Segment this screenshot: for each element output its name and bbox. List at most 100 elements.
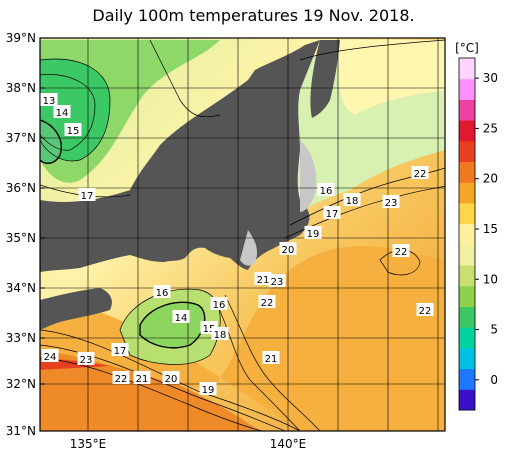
- colorbar-swatch: [459, 285, 475, 307]
- contour-label: 16: [320, 186, 333, 197]
- lat-label: 39°N: [6, 31, 36, 45]
- kuroshio-core: [40, 350, 260, 431]
- contour-label: 14: [56, 108, 69, 119]
- contour-label-bg: [392, 244, 410, 257]
- contour-label-bg: [78, 188, 96, 201]
- contour-label-bg: [258, 295, 276, 308]
- colorbar-swatch: [459, 58, 475, 80]
- contour-label: 18: [346, 196, 359, 207]
- colorbar-tick-label: 0: [490, 373, 498, 387]
- contour-label: 21: [257, 275, 270, 286]
- colorbar-tick-label: 30: [483, 71, 498, 85]
- lon-label: 140°E: [270, 437, 307, 451]
- colorbar-frame: [458, 57, 476, 411]
- colorbar-swatch: [459, 327, 475, 349]
- colorbar-swatch: [459, 202, 475, 225]
- contour-label: 19: [202, 385, 215, 396]
- grid-lines: [40, 38, 445, 431]
- map-title: Daily 100m temperatures 19 Nov. 2018.: [92, 6, 415, 25]
- contour-label-bg: [254, 272, 272, 285]
- colorbar-swatch: [459, 306, 475, 328]
- contour-label: 15: [67, 126, 80, 137]
- lat-label: 33°N: [6, 331, 36, 345]
- contour-label: 22: [395, 247, 408, 258]
- lat-label: 36°N: [6, 181, 36, 195]
- colorbar-swatch: [459, 140, 475, 163]
- contour-label: 20: [165, 374, 178, 385]
- colorbar-swatch: [459, 78, 475, 100]
- colorbar-unit: [°C]: [455, 41, 479, 55]
- contour-label: 23: [80, 355, 93, 366]
- contour-label: 16: [156, 288, 169, 299]
- contour-label: 24: [44, 352, 57, 363]
- contour-label-bg: [323, 206, 341, 219]
- lat-label: 31°N: [6, 424, 36, 438]
- lat-label: 32°N: [6, 377, 36, 391]
- contour-label-bg: [111, 343, 129, 356]
- colorbar-tick-label: 5: [490, 323, 498, 337]
- tohoku-land: [310, 40, 340, 118]
- colorbar-swatch: [459, 368, 475, 390]
- colorbar-tick-label: 15: [483, 222, 498, 236]
- contour-label-bg: [112, 371, 130, 384]
- colorbar-swatch: [459, 99, 475, 121]
- colorbar-swatch: [459, 347, 475, 370]
- contour-label: 22: [419, 306, 432, 317]
- contour-label: 21: [265, 354, 278, 365]
- lon-label: 135°E: [70, 437, 107, 451]
- colorbar-tick-label: 25: [483, 121, 498, 135]
- contour-label-bg: [343, 193, 361, 206]
- shelf-ne: [300, 140, 317, 212]
- lat-label: 37°N: [6, 131, 36, 145]
- warm-tongue-ne: [338, 40, 445, 115]
- colorbar-swatch: [459, 223, 475, 245]
- contour-label: 22: [261, 298, 274, 309]
- contour-label-bg: [77, 352, 95, 365]
- contour-label-bg: [211, 327, 229, 340]
- latitude-labels: 39°N 38°N 37°N 36°N 35°N 34°N 33°N 32°N 31°N: [6, 31, 45, 438]
- contour-label: 22: [115, 374, 128, 385]
- contour-label: 14: [175, 313, 188, 324]
- contour-label-bg: [40, 93, 58, 106]
- contour-label: 17: [326, 209, 339, 220]
- contour-label-bg: [53, 105, 71, 118]
- contour-label-bg: [262, 351, 280, 364]
- lat-label: 35°N: [6, 231, 36, 245]
- contour-label: 21: [136, 374, 149, 385]
- contour-label-bg: [172, 310, 190, 323]
- contour-label: 15: [203, 324, 216, 335]
- contour-label: 18: [214, 330, 227, 341]
- contour-label-bg: [268, 274, 286, 287]
- longitude-labels: 135°E 140°E: [70, 437, 307, 451]
- lat-label: 34°N: [6, 281, 36, 295]
- contour-label: 20: [282, 245, 295, 256]
- contour-label: 13: [43, 96, 56, 107]
- contour-label-bg: [382, 195, 400, 208]
- contour-label: 23: [271, 277, 284, 288]
- contour-label: 17: [114, 346, 127, 357]
- contour-label-bg: [64, 123, 82, 136]
- contour-label-bg: [199, 382, 217, 395]
- contour-label: 22: [414, 169, 427, 180]
- contour-label-bg: [279, 242, 297, 255]
- contour-label-bg: [153, 285, 171, 298]
- contour-label: 19: [307, 229, 320, 240]
- map-area: [40, 38, 445, 431]
- colorbar: [°C] 30 25 20 15 10 5 0: [455, 41, 498, 411]
- colorbar-tick-label: 20: [483, 172, 498, 186]
- colorbar-tick-label: 10: [483, 272, 498, 286]
- contour-label-bg: [41, 349, 59, 362]
- colorbar-swatch: [459, 161, 475, 183]
- warm-water: [40, 246, 445, 431]
- colorbar-swatch: [459, 389, 475, 411]
- contour-label-bg: [416, 303, 434, 316]
- contour-label: 23: [385, 198, 398, 209]
- colorbar-swatch: [459, 182, 475, 204]
- shelf-izu: [240, 230, 258, 266]
- cold-eddy-w: [40, 120, 62, 164]
- contour-label-bg: [162, 371, 180, 384]
- contour-label: 16: [213, 300, 226, 311]
- contour-label-bg: [210, 297, 228, 310]
